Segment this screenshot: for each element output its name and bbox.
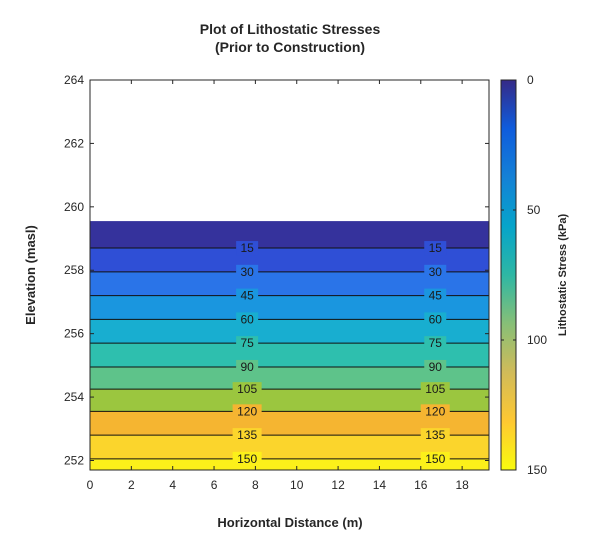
stress-band [90, 221, 489, 249]
contour-label: 150 [237, 452, 257, 466]
contour-label: 75 [429, 336, 443, 350]
contour-label: 90 [429, 360, 443, 374]
contour-label-background [236, 288, 259, 303]
contour-label-background [424, 359, 447, 374]
stress-band [90, 435, 489, 459]
contour-label-background [420, 382, 450, 397]
contour-label: 45 [240, 289, 254, 303]
y-tick-label: 254 [64, 390, 84, 404]
contour-label-background [424, 264, 447, 279]
y-axis-ticks: 252 254 256 258 260 262 264 [64, 73, 489, 467]
x-tick-label: 6 [211, 478, 218, 492]
contour-label-background [236, 359, 259, 374]
chart-title: Plot of Lithostatic Stresses [200, 21, 381, 37]
contour-label: 30 [429, 265, 443, 279]
y-axis-label: Elevation (masl) [23, 225, 38, 325]
x-axis-label: Horizontal Distance (m) [217, 515, 362, 530]
x-tick-label: 2 [128, 478, 135, 492]
x-tick-label: 18 [455, 478, 469, 492]
y-tick-label: 260 [64, 200, 84, 214]
contour-label: 15 [240, 241, 254, 255]
contour-label-background [236, 241, 259, 256]
contour-label: 60 [429, 312, 443, 326]
contour-label: 30 [240, 265, 254, 279]
contour-label: 150 [425, 452, 445, 466]
x-axis-ticks: 0 2 4 6 8 10 12 14 16 18 [87, 80, 469, 492]
contour-label: 45 [429, 289, 443, 303]
y-tick-label: 262 [64, 136, 84, 150]
contour-labels: 15 15 30 30 45 45 60 60 75 75 90 90 105 105 120 120 135 1… [232, 241, 450, 466]
contour-label: 120 [425, 404, 445, 418]
contour-label: 90 [240, 360, 254, 374]
contour-label: 105 [237, 382, 257, 396]
colorbar-frame [500, 79, 517, 471]
contour-label-background [232, 428, 262, 443]
x-tick-label: 16 [414, 478, 428, 492]
contour-label-background [232, 451, 262, 466]
contour-label-background [232, 404, 262, 419]
chart-subtitle: (Prior to Construction) [215, 39, 365, 55]
stress-band [90, 366, 489, 390]
y-tick-label: 264 [64, 73, 84, 87]
contour-label-background [424, 312, 447, 327]
contour-label-background [420, 404, 450, 419]
x-tick-label: 0 [87, 478, 94, 492]
contour-label: 135 [237, 428, 257, 442]
colorbar: 0 50 100 150 Lithostatic Stress (kPa) [500, 73, 569, 477]
contour-label: 105 [425, 382, 445, 396]
contour-label-background [420, 428, 450, 443]
contour-label: 135 [425, 428, 445, 442]
stress-band [90, 411, 489, 436]
stress-band [90, 458, 489, 470]
contour-label-background [424, 336, 447, 351]
stress-band [90, 248, 489, 272]
stress-band [90, 389, 489, 412]
colorbar-tick-label: 100 [527, 333, 547, 347]
contour-label-background [236, 264, 259, 279]
stress-band [90, 319, 489, 344]
stress-band [90, 271, 489, 296]
stress-band [90, 343, 489, 367]
contour-label-background [236, 336, 259, 351]
contour-label: 75 [240, 336, 254, 350]
contour-label: 60 [240, 312, 254, 326]
x-tick-label: 10 [290, 478, 304, 492]
colorbar-label: Lithostatic Stress (kPa) [557, 214, 569, 337]
contour-label: 15 [429, 241, 443, 255]
contour-label-background [420, 451, 450, 466]
y-tick-label: 256 [64, 327, 84, 341]
colorbar-tick-label: 150 [527, 463, 547, 477]
contour-label-background [236, 312, 259, 327]
x-tick-label: 12 [331, 478, 345, 492]
plot-frame [89, 79, 490, 471]
x-tick-label: 14 [373, 478, 387, 492]
contour-label-background [424, 241, 447, 256]
contour-label: 120 [237, 404, 257, 418]
colorbar-tick-label: 50 [527, 203, 541, 217]
x-tick-label: 8 [252, 478, 259, 492]
contour-label-background [424, 288, 447, 303]
x-tick-label: 4 [169, 478, 176, 492]
stress-band [90, 295, 489, 320]
colorbar-fill [501, 80, 516, 470]
contour-label-background [232, 382, 262, 397]
y-tick-label: 252 [64, 453, 84, 467]
colorbar-tick-label: 0 [527, 73, 534, 87]
y-tick-label: 258 [64, 263, 84, 277]
stress-bands [90, 221, 489, 470]
colorbar-ticks: 0 50 100 150 [501, 73, 547, 477]
